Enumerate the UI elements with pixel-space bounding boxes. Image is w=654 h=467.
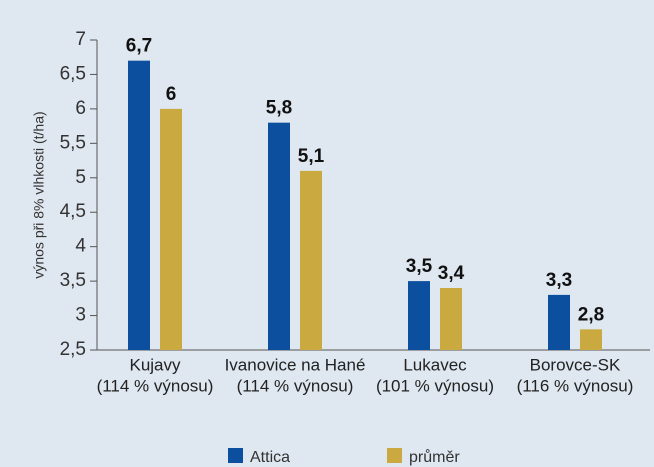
y-tick-label: 7 [75,29,86,50]
x-tick-label: (116 % výnosu) [517,376,634,395]
x-tick-label: (101 % výnosu) [376,376,494,395]
bar [580,329,602,350]
bar [408,281,430,350]
legend-label: průměr [409,448,460,466]
x-tick-label: Ivanovice na Hané [225,355,366,374]
value-label: 6,7 [126,36,152,57]
x-tick-label: (114 % výnosu) [97,376,214,395]
legend-swatch [387,448,402,463]
y-tick-label: 6 [75,98,86,119]
value-label: 6 [166,84,177,105]
bar [268,122,290,351]
value-label: 5,8 [266,98,292,119]
y-tick-label: 5 [75,167,86,188]
y-tick-label: 4,5 [60,201,86,222]
x-tick-label: Borovce-SK [530,355,621,374]
value-label: 3,5 [406,256,433,277]
legend-swatch [228,448,243,463]
y-axis-label: výnos při 8% vlhkosti (t/ha) [31,111,47,278]
value-label: 5,1 [298,146,325,167]
y-tick-label: 5,5 [60,132,86,153]
bar [128,60,150,351]
y-tick-label: 2,5 [60,339,86,360]
value-label: 3,3 [546,270,572,291]
y-tick-label: 3,5 [60,270,86,291]
x-tick-label: Kujavy [129,355,181,374]
y-tick-label: 4 [75,236,86,257]
bar [160,108,182,350]
y-tick-label: 3 [75,305,86,326]
bar [440,288,462,350]
x-tick-label: (114 % výnosu) [237,376,354,395]
value-label: 3,4 [438,263,465,284]
y-tick-label: 6,5 [60,63,86,84]
x-tick-label: Lukavec [403,355,467,374]
bar [548,294,570,350]
value-label: 2,8 [578,304,604,325]
bar [300,170,322,350]
legend-label: Attica [250,449,290,466]
